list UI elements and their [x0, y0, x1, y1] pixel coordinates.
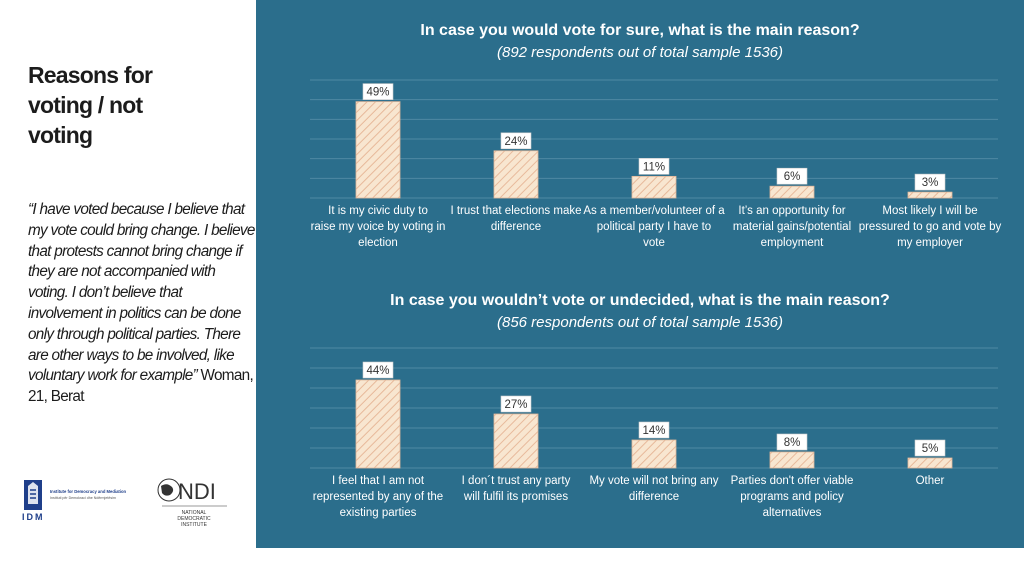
category-label: My vote will not bring any [589, 475, 718, 487]
category-label: vote [643, 237, 665, 249]
page-title: Reasons for voting / not voting [28, 60, 248, 150]
data-label: 49% [366, 87, 389, 99]
chart-1-title: In case you would vote for sure, what is… [420, 22, 860, 39]
data-label-box [638, 158, 670, 175]
category-label: raise my voice by voting in [311, 221, 446, 233]
data-label-box [914, 439, 946, 457]
chart-2-heading: In case you wouldn’t vote or undecided, … [256, 292, 1024, 331]
category-label: election [358, 237, 398, 249]
category-label: I trust that elections make [450, 205, 581, 217]
category-label: programs and policy [740, 491, 844, 503]
data-label: 11% [643, 161, 665, 173]
data-label: 6% [784, 171, 801, 183]
data-label: 14% [642, 425, 665, 437]
category-label: I don´t trust any party [462, 475, 571, 487]
category-label: difference [629, 491, 679, 503]
bar [769, 451, 815, 469]
data-label-box [914, 173, 946, 191]
category-label: will fulfil its promises [463, 491, 568, 503]
data-label-box [500, 395, 532, 413]
charts-panel: In case you would vote for sure, what is… [256, 0, 1024, 548]
data-label: 24% [504, 136, 527, 148]
category-label: It is my civic duty to [328, 205, 428, 217]
bar [907, 191, 953, 199]
ndi-logo-text: NDI [178, 479, 216, 504]
idm-caption: Institute for Democracy and Mediation [50, 489, 127, 494]
bar [493, 150, 539, 199]
data-label-box [776, 433, 808, 451]
category-label: represented by any of the [313, 491, 443, 503]
ndi-logo: NDI NATIONAL DEMOCRATIC INSTITUTE [157, 478, 227, 528]
chart-1: 49% It is my civic duty to raise my voice … [310, 79, 1002, 249]
category-label: As a member/volunteer of a [583, 205, 725, 217]
bar [355, 101, 401, 199]
bar-charts: 49% It is my civic duty to raise my voice … [310, 79, 1002, 519]
data-label: 27% [504, 399, 527, 411]
data-label: 5% [922, 443, 939, 455]
bar [631, 175, 677, 199]
ndi-caption-line: DEMOCRATIC [177, 516, 211, 522]
category-label: pressured to go and vote by [859, 221, 1002, 233]
chart-1-heading: In case you would vote for sure, what is… [256, 22, 1024, 61]
left-panel: Reasons for voting / not voting “I have … [0, 0, 256, 576]
logos: IDM Institute for Democracy and Mediatio… [22, 476, 252, 536]
category-label: political party I have to [597, 221, 711, 233]
chart-2-subtitle: (856 respondents out of total sample 153… [496, 314, 784, 331]
category-label: difference [491, 221, 541, 233]
category-label: Parties don't offer viable [731, 475, 854, 487]
ndi-caption-line: NATIONAL [182, 510, 207, 516]
data-label-box [362, 83, 394, 100]
respondent-quote: “I have voted because I believe that my … [28, 200, 256, 408]
title-line: voting [28, 122, 93, 148]
category-label: I feel that I am not [332, 475, 425, 487]
data-label-box [500, 132, 532, 150]
data-label-box [638, 421, 670, 439]
idm-caption-2: Instituti për Demokraci dhe Ndërmjetësim [50, 496, 116, 500]
bar [769, 185, 815, 199]
data-label: 8% [784, 437, 801, 449]
ndi-caption-line: INSTITUTE [181, 522, 207, 528]
chart-2-title: In case you wouldn’t vote or undecided, … [390, 292, 890, 309]
chart-1-subtitle: (892 respondents out of total sample 153… [496, 44, 784, 61]
category-label: existing parties [340, 507, 417, 519]
bar [907, 457, 953, 469]
chart-2: 44% I feel that I am not represented by an… [310, 347, 998, 519]
logos-svg: IDM Institute for Democracy and Mediatio… [22, 478, 227, 528]
category-label: Most likely I will be [882, 205, 977, 217]
category-label: employment [761, 237, 824, 249]
bar [355, 379, 401, 469]
category-label: material gains/potential [733, 221, 851, 233]
category-label: Other [916, 475, 945, 487]
bar [493, 413, 539, 469]
bar [631, 439, 677, 469]
data-label: 3% [922, 177, 939, 189]
idm-logo-text: IDM [22, 512, 45, 522]
title-line: voting / not [28, 92, 143, 118]
category-label: It’s an opportunity for [738, 205, 845, 217]
data-label-box [776, 167, 808, 185]
data-label: 44% [366, 365, 389, 377]
quote-attribution: Woman, 21, Berat [28, 367, 254, 406]
quote-text: “I have voted because I believe that my … [28, 201, 255, 385]
data-label-box [362, 361, 394, 379]
bottom-strip [280, 548, 1024, 576]
category-label: alternatives [763, 507, 822, 519]
category-label: my employer [897, 237, 963, 249]
title-line: Reasons for [28, 62, 153, 88]
idm-logo: IDM Institute for Democracy and Mediatio… [22, 480, 127, 522]
